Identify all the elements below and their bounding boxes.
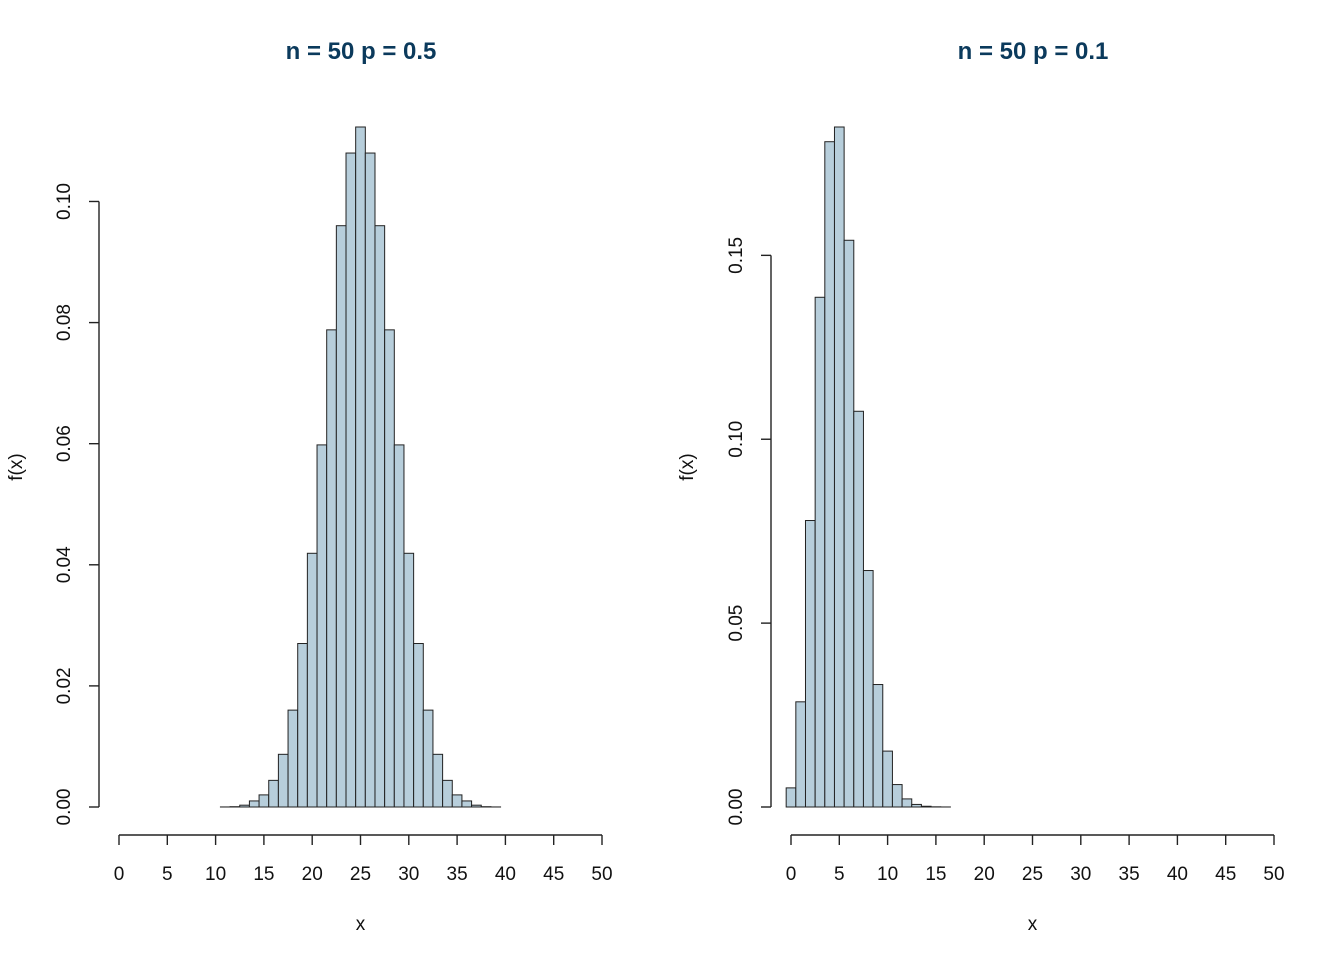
bar-x35	[451, 794, 463, 808]
x-axis-label: x	[1028, 914, 1038, 935]
x-tick-label: 10	[205, 864, 226, 885]
chart-panel-p01: n = 50 p = 0.1 0 5 10 15 20 25 30 35 40 45 50 0.00 0.…	[677, 38, 1285, 935]
bar-x1	[795, 701, 806, 808]
x-tick-label: 50	[591, 864, 612, 885]
x-tick-label: 25	[350, 864, 371, 885]
x-tick-label: 0	[786, 864, 797, 885]
bar-x23	[335, 225, 347, 808]
y-tick-label: 0.02	[54, 667, 75, 704]
x-tick-label: 0	[114, 864, 125, 885]
x-tick-label: 5	[834, 864, 845, 885]
bar-x22	[326, 329, 337, 808]
x-tick-label: 15	[253, 864, 274, 885]
x-tick-label: 20	[302, 864, 323, 885]
y-tick-label: 0.06	[54, 425, 75, 462]
bar-x15	[258, 794, 270, 808]
bar-x12	[901, 798, 913, 808]
y-tick-label: 0.15	[726, 237, 747, 274]
x-tick-label: 40	[1167, 864, 1188, 885]
bar-x33	[432, 753, 444, 808]
x-tick-label: 35	[447, 864, 468, 885]
bar-x6	[843, 239, 855, 808]
y-tick-label: 0.00	[54, 789, 75, 826]
bar-x29	[393, 444, 405, 808]
y-tick-label: 0.04	[54, 546, 75, 583]
bar-x17	[277, 753, 289, 808]
x-tick-label: 45	[543, 864, 564, 885]
x-tick-label: 20	[974, 864, 995, 885]
x-tick-label: 5	[162, 864, 173, 885]
bar-x0	[785, 787, 797, 808]
x-tick-label: 30	[398, 864, 419, 885]
bar-x13	[239, 804, 250, 808]
chart-title: n = 50 p = 0.1	[958, 38, 1109, 65]
bar-x36	[461, 800, 473, 808]
x-axis-label: x	[356, 914, 366, 935]
x-tick-label: 50	[1263, 864, 1284, 885]
bar-x10	[882, 750, 893, 808]
x-tick-label: 30	[1070, 864, 1091, 885]
y-axis-label: f(x)	[6, 453, 27, 480]
y-tick-label: 0.05	[726, 605, 747, 642]
chart-panel-p05: n = 50 p = 0.5 0 5 10 15 20 25 30 35 40 45 50 0.00 0.…	[6, 38, 613, 935]
bar-x34	[442, 779, 453, 808]
chart-title: n = 50 p = 0.5	[286, 38, 437, 65]
bar-x14	[248, 800, 260, 808]
bar-x13	[911, 803, 922, 808]
bar-x5	[833, 126, 845, 808]
bar-x25	[355, 126, 366, 808]
bar-x37	[471, 804, 482, 808]
bar-x24	[345, 152, 357, 808]
bar-x11	[891, 784, 903, 808]
y-tick-label: 0.00	[726, 789, 747, 826]
bar-x31	[413, 643, 424, 808]
y-tick-label: 0.10	[54, 183, 75, 220]
bar-x27	[374, 225, 386, 808]
x-tick-label: 25	[1022, 864, 1043, 885]
bar-x9	[872, 684, 884, 808]
y-tick-label: 0.08	[54, 304, 75, 341]
x-tick-label: 45	[1215, 864, 1236, 885]
bar-x8	[862, 570, 874, 808]
bar-x28	[384, 329, 395, 808]
x-tick-label: 10	[877, 864, 898, 885]
bar-x21	[316, 444, 328, 808]
bar-x26	[364, 152, 376, 808]
bar-x4	[824, 141, 835, 808]
bar-x14	[920, 805, 932, 808]
x-tick-label: 40	[495, 864, 516, 885]
bar-x18	[287, 709, 299, 808]
y-tick-label: 0.10	[726, 421, 747, 458]
y-axis-label: f(x)	[677, 453, 698, 480]
bar-x7	[853, 410, 864, 808]
x-tick-label: 35	[1119, 864, 1140, 885]
bar-x16	[268, 779, 279, 808]
bar-x30	[403, 552, 415, 808]
bar-x3	[814, 296, 826, 808]
x-tick-label: 15	[925, 864, 946, 885]
bar-x20	[306, 552, 318, 808]
bar-x32	[422, 709, 434, 808]
bar-x19	[297, 643, 308, 808]
bar-x2	[804, 520, 816, 808]
